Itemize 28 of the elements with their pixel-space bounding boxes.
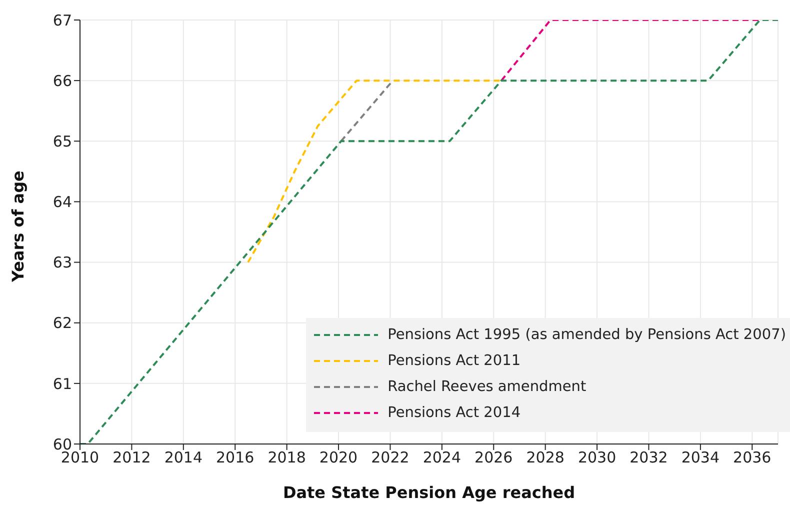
line-series — [247, 80, 502, 264]
y-tick-label: 63 — [52, 254, 72, 272]
x-axis-title: Date State Pension Age reached — [282, 483, 576, 502]
x-tick-label: 2012 — [112, 448, 151, 467]
x-tick-label: 2036 — [733, 448, 772, 467]
legend-label: Pensions Act 2014 — [388, 405, 521, 421]
x-tick-label: 2032 — [630, 448, 668, 467]
x-tick-label: 2034 — [681, 448, 720, 467]
y-tick-label: 64 — [52, 193, 72, 212]
legend-label: Pensions Act 1995 (as amended by Pensions Act 2007) — [388, 327, 786, 343]
x-tick-label: 2030 — [578, 448, 616, 467]
x-tick-label: 2022 — [371, 448, 410, 467]
x-tick-label: 2024 — [422, 448, 462, 467]
y-tick-label: 61 — [52, 374, 72, 393]
x-tick-label: 2018 — [268, 448, 306, 467]
x-tick-label: 2020 — [319, 448, 358, 467]
x-tick-label: 2010 — [60, 448, 100, 467]
y-tick-label: 62 — [52, 314, 72, 332]
legend-label: Pensions Act 2011 — [388, 353, 521, 369]
x-tick-label: 2016 — [216, 448, 254, 467]
x-tick-label: 2028 — [526, 448, 564, 467]
y-tick-label: 67 — [52, 11, 72, 30]
y-axis-title: Years of age — [8, 170, 28, 283]
y-tick-label: 65 — [52, 132, 72, 150]
legend-label: Rachel Reeves amendment — [388, 379, 586, 395]
x-tick-label: 2026 — [474, 448, 513, 467]
x-tick-label: 2014 — [164, 448, 202, 467]
y-tick-label: 66 — [52, 72, 72, 90]
